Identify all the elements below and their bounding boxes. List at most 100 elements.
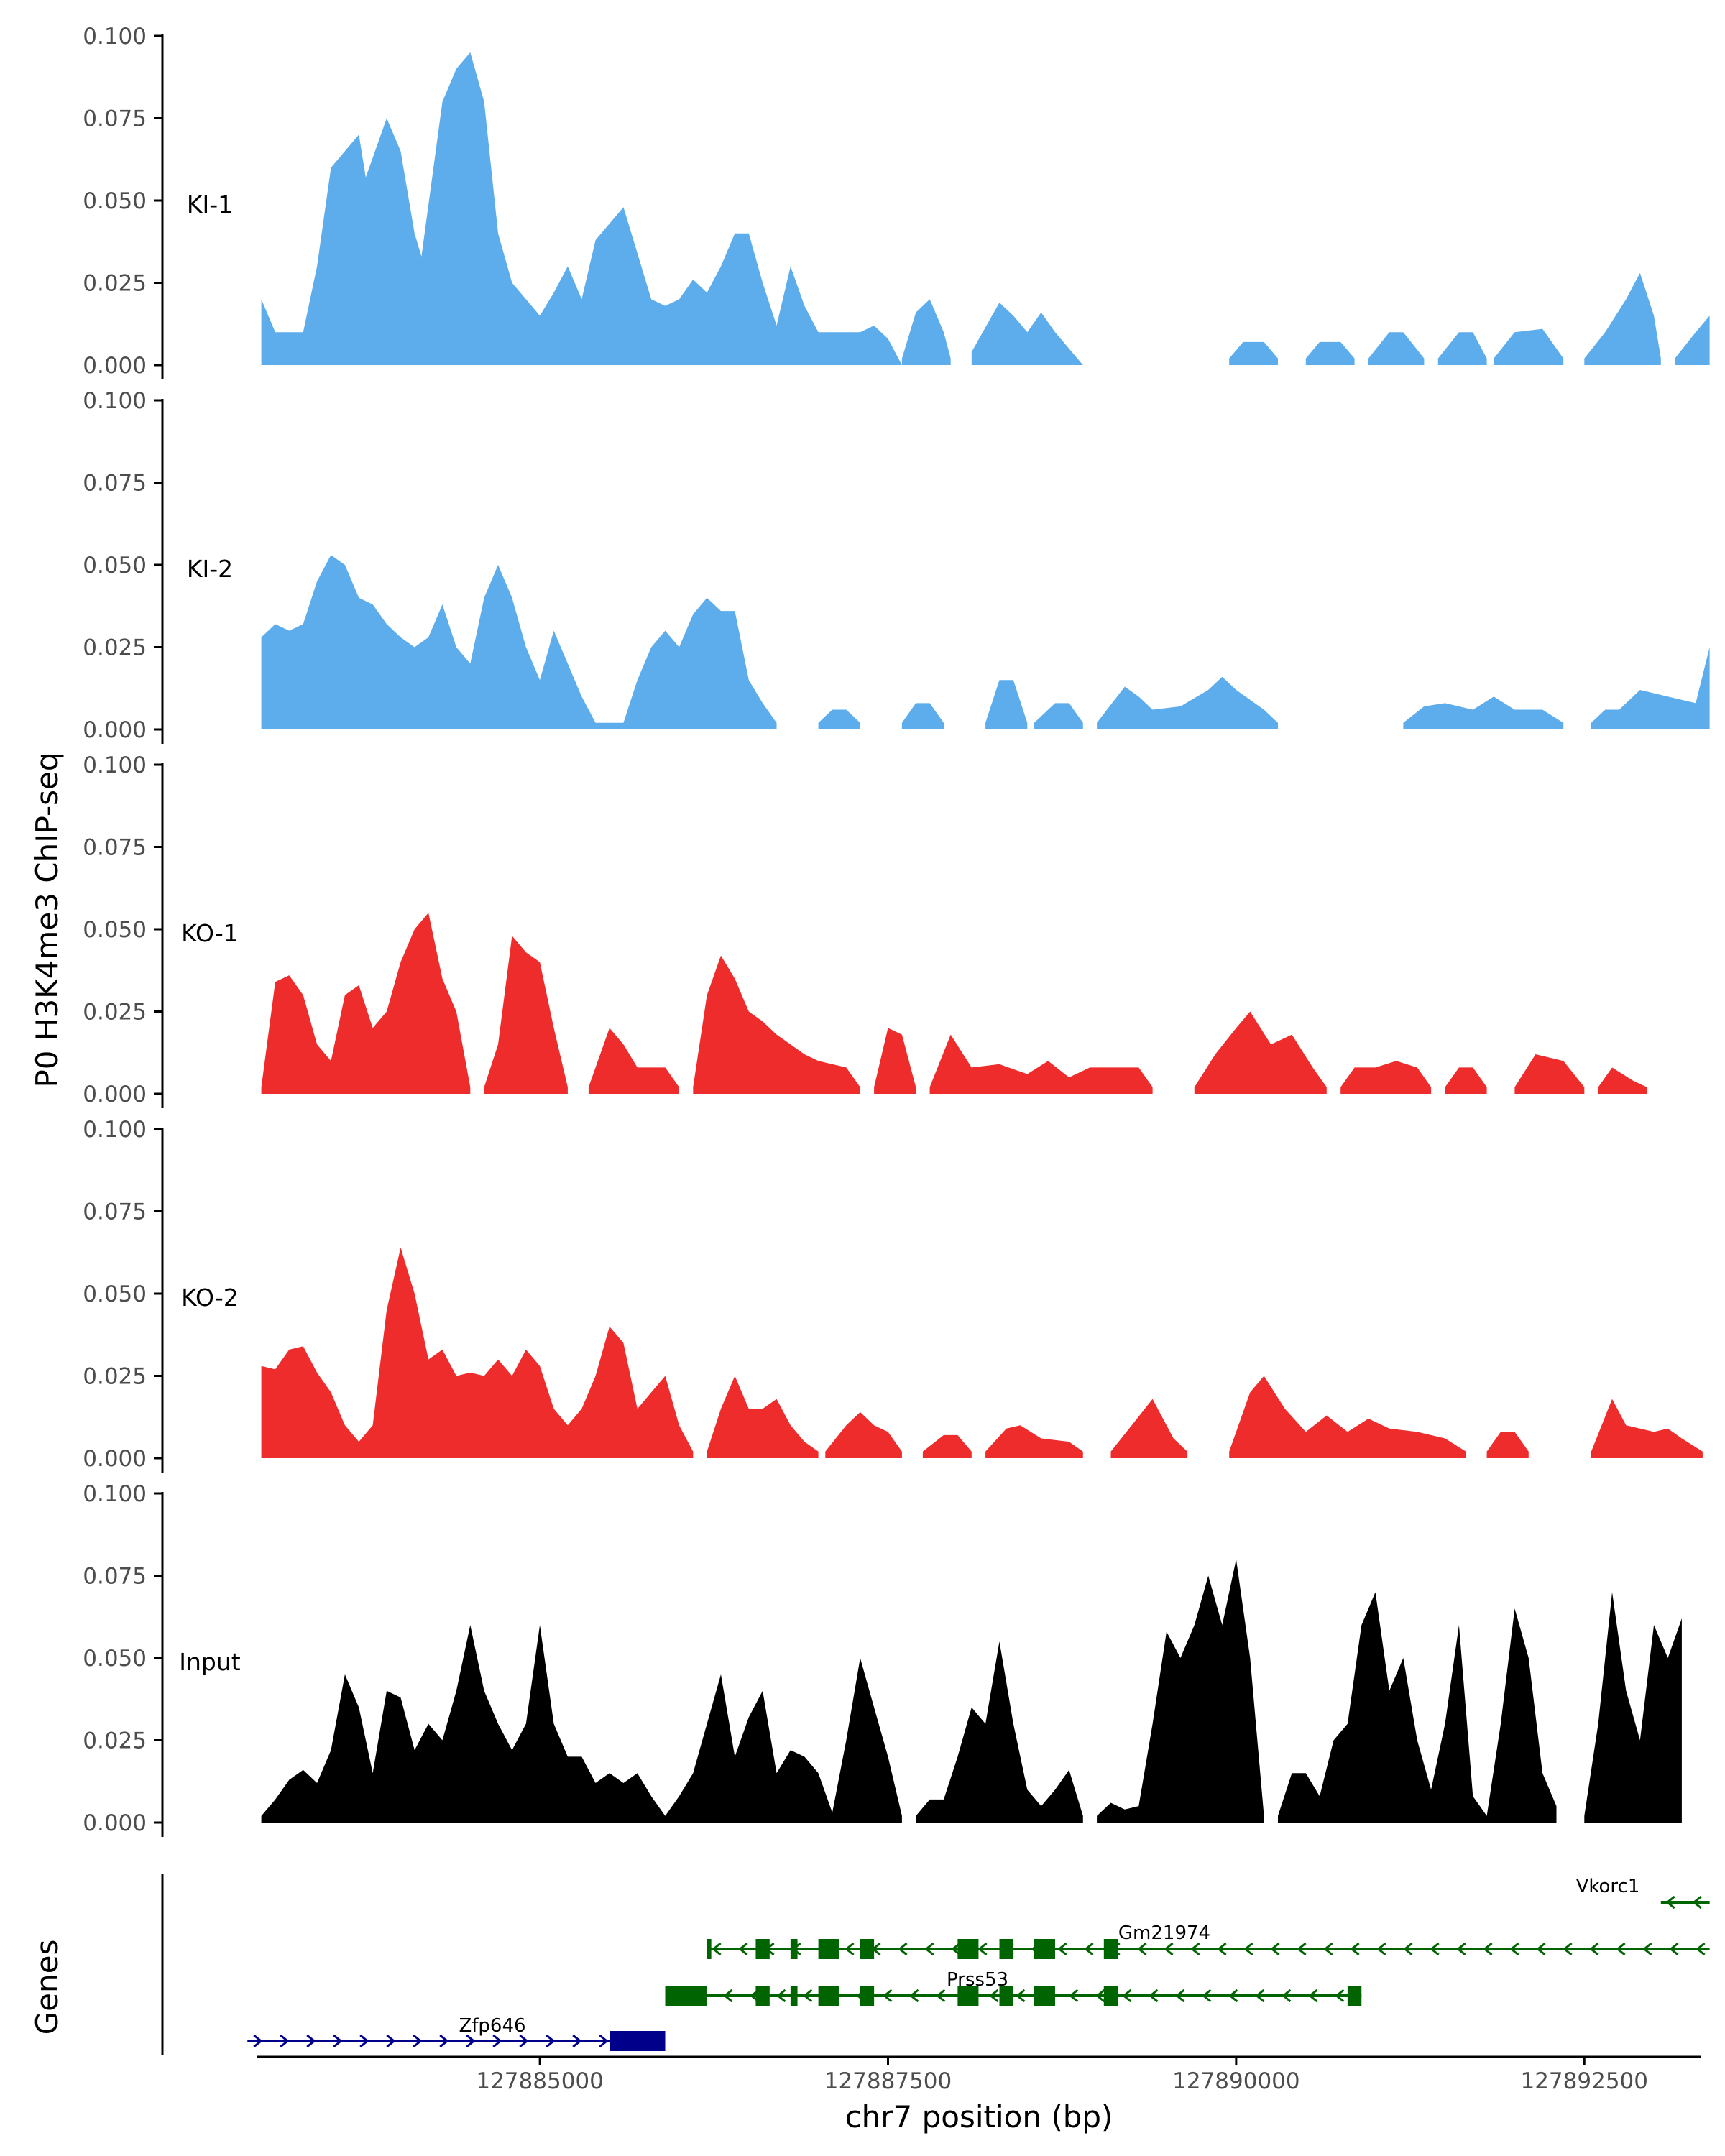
coverage-area-ko-2-4 xyxy=(985,1425,1083,1458)
strand-arrow xyxy=(1350,1942,1360,1956)
strand-arrow xyxy=(1665,1895,1675,1909)
strand-arrow xyxy=(1175,1989,1185,2003)
coverage-area-ki-2-3 xyxy=(985,680,1028,729)
gene-label-vkorc1: Vkorc1 xyxy=(1576,1876,1640,1897)
y-tick-label: 0.075 xyxy=(83,1199,147,1225)
strand-arrow xyxy=(413,2034,423,2048)
y-tick-label: 0.075 xyxy=(83,835,147,861)
gene-exon xyxy=(1103,1986,1118,2006)
strand-arrow xyxy=(546,2034,556,2048)
strand-arrow xyxy=(1282,1989,1292,2003)
strand-arrow xyxy=(386,2034,396,2048)
track-label-ki-1: KI-1 xyxy=(187,190,233,218)
strand-arrow xyxy=(492,2034,502,2048)
strand-arrow xyxy=(1084,1942,1094,1956)
strand-arrow xyxy=(1589,1942,1599,1956)
gene-exon xyxy=(707,1939,712,1959)
coverage-area-ko-1-5 xyxy=(929,1034,1153,1094)
x-tick-label: 127885000 xyxy=(476,2068,604,2094)
gene-exon xyxy=(755,1939,770,1959)
gene-exon xyxy=(957,1939,979,1959)
gene-label-zfp646: Zfp646 xyxy=(459,2015,525,2037)
gene-exon xyxy=(610,2031,666,2051)
strand-arrow xyxy=(989,1989,999,2003)
strand-arrow xyxy=(723,1989,733,2003)
coverage-area-ki-1-6 xyxy=(1438,332,1487,365)
strand-arrow xyxy=(1696,1942,1706,1956)
strand-arrow xyxy=(909,1989,919,2003)
coverage-area-ko-1-10 xyxy=(1598,1067,1647,1094)
strand-arrow xyxy=(978,1942,988,1956)
coverage-area-ki-2-4 xyxy=(1034,703,1083,729)
strand-arrow xyxy=(1122,1989,1132,2003)
gene-label-gm21974: Gm21974 xyxy=(1118,1922,1210,1944)
coverage-area-ko-2-0 xyxy=(261,1247,694,1458)
strand-arrow xyxy=(439,2034,449,2048)
coverage-area-ko-1-8 xyxy=(1445,1067,1487,1094)
coverage-area-ko-1-6 xyxy=(1194,1011,1327,1094)
strand-arrow xyxy=(1069,1989,1079,2003)
coverage-area-ko-1-9 xyxy=(1514,1054,1585,1094)
coverage-area-ki-1-2 xyxy=(971,303,1083,365)
strand-arrow xyxy=(359,2034,369,2048)
track-ki-1: 0.000 0.025 0.050 0.075 0.100 KI-1 xyxy=(83,24,1710,379)
coverage-area-ki-1-0 xyxy=(261,52,902,366)
y-tick-label: 0.075 xyxy=(83,106,147,132)
gene-exon xyxy=(999,1939,1013,1959)
strand-arrow xyxy=(599,2034,609,2048)
gene-exon xyxy=(665,1986,707,2006)
gene-zfp646: Zfp646 xyxy=(247,2015,666,2051)
strand-arrow xyxy=(1095,1989,1105,2003)
y-tick-label: 0.025 xyxy=(83,1728,147,1754)
coverage-area-ko-2-7 xyxy=(1486,1432,1529,1458)
strand-arrow xyxy=(803,1989,813,2003)
coverage-area-input-4 xyxy=(1584,1592,1682,1823)
genes-axis-title: Genes xyxy=(29,1940,65,2035)
tracks-layer: 0.0000.0250.0500.0750.100KI-10.0000.0250… xyxy=(83,24,1710,1837)
coverage-area-ki-1-9 xyxy=(1675,315,1710,365)
strand-arrow xyxy=(1297,1942,1307,1956)
strand-arrow xyxy=(253,2034,263,2048)
gene-prss53: Prss53 xyxy=(665,1969,1362,2006)
x-tick-label: 127890000 xyxy=(1172,2068,1300,2094)
strand-arrow xyxy=(1509,1942,1519,1956)
y-tick-label: 0.050 xyxy=(83,1646,147,1672)
y-tick-label: 0.000 xyxy=(83,1082,147,1107)
y-tick-label: 0.100 xyxy=(83,24,147,50)
coverage-area-input-2 xyxy=(1097,1559,1264,1823)
coverage-area-ko-2-1 xyxy=(707,1376,819,1458)
coverage-area-ki-2-7 xyxy=(1591,647,1710,729)
y-tick-label: 0.100 xyxy=(83,388,147,414)
track-ko-1: 0.000 0.025 0.050 0.075 0.100 KO-1 xyxy=(83,752,1647,1108)
strand-arrow xyxy=(1016,1989,1026,2003)
strand-arrow xyxy=(1057,1942,1067,1956)
y-tick-label: 0.025 xyxy=(83,271,147,297)
coverage-area-ko-1-2 xyxy=(588,1028,679,1094)
y-tick-label: 0.050 xyxy=(83,553,147,579)
y-tick-label: 0.025 xyxy=(83,1364,147,1390)
gene-exon xyxy=(1034,1939,1055,1959)
strand-arrow xyxy=(924,1942,934,1956)
genes-layer: Vkorc1 Gm21974 Prss53 Zfp646 xyxy=(161,1874,1710,2055)
strand-arrow xyxy=(1335,1989,1345,2003)
strand-arrow xyxy=(1323,1942,1333,1956)
y-tick-label: 0.100 xyxy=(83,1481,147,1507)
gene-gm21974: Gm21974 xyxy=(707,1922,1710,1959)
track-label-ko-2: KO-2 xyxy=(181,1284,239,1312)
coverage-area-ki-2-1 xyxy=(818,709,860,729)
coverage-area-ko-1-3 xyxy=(693,955,860,1094)
strand-arrow xyxy=(712,1942,722,1956)
y-tick-label: 0.000 xyxy=(83,353,147,379)
y-tick-label: 0.050 xyxy=(83,1281,147,1307)
strand-arrow xyxy=(936,1989,946,2003)
coverage-area-input-0 xyxy=(261,1625,902,1823)
strand-arrow xyxy=(1149,1989,1159,2003)
strand-arrow xyxy=(1164,1942,1174,1956)
y-tick-label: 0.050 xyxy=(83,188,147,214)
coverage-area-ko-1-4 xyxy=(874,1028,916,1094)
strand-arrow xyxy=(738,1942,748,1956)
gene-exon xyxy=(1103,1939,1118,1959)
y-tick-label: 0.075 xyxy=(83,471,147,497)
gene-exon xyxy=(860,1939,875,1959)
strand-arrow xyxy=(1430,1942,1440,1956)
